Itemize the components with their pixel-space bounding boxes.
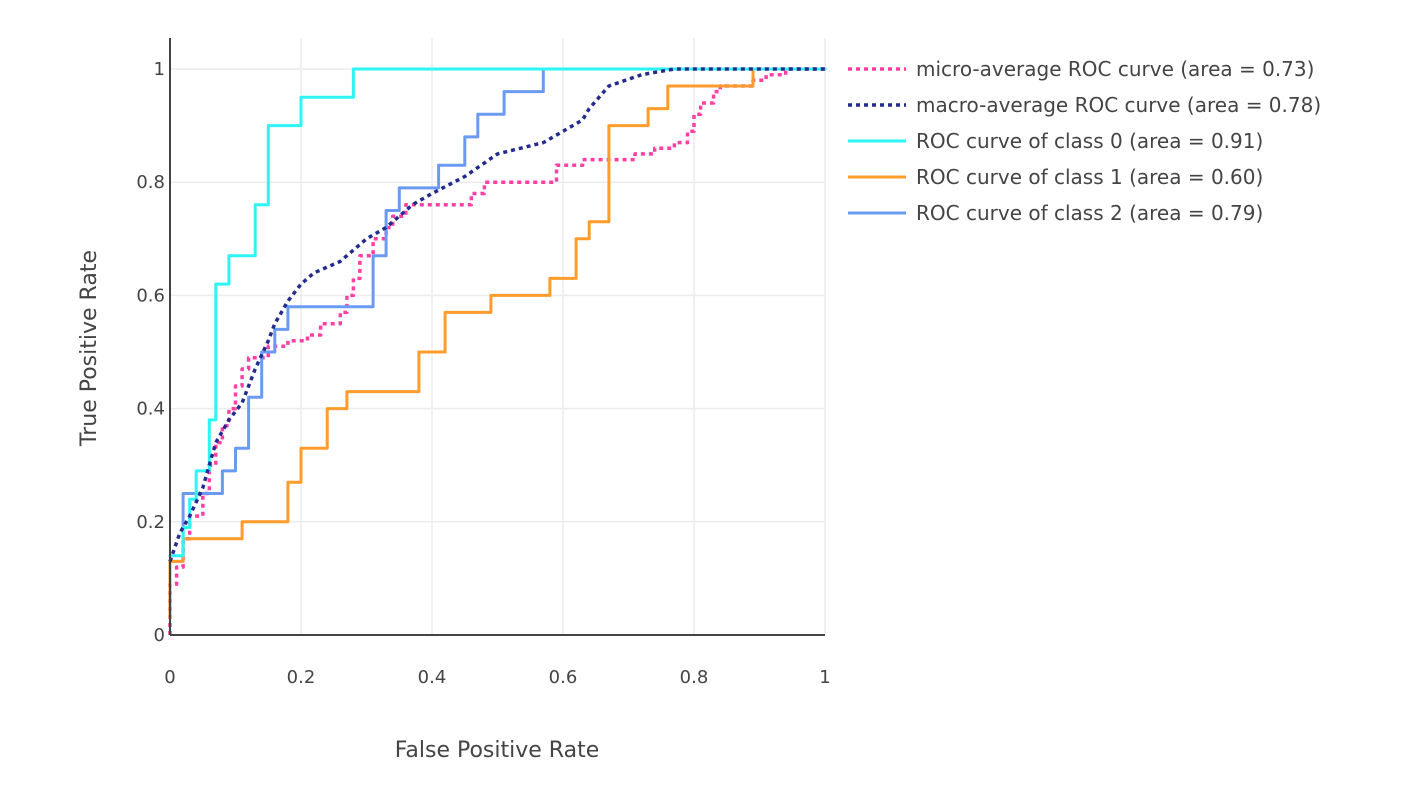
series-line-2: [168, 67, 827, 558]
legend-label-2: ROC curve of class 0 (area = 0.91): [916, 129, 1263, 153]
axes: [169, 38, 825, 636]
x-tick-label: 0: [164, 667, 175, 688]
series-line-3: [168, 67, 827, 620]
series-line-0: [168, 67, 825, 635]
legend-label-4: ROC curve of class 2 (area = 0.79): [916, 201, 1263, 225]
series-lines: [168, 67, 827, 635]
x-axis-title: False Positive Rate: [395, 738, 599, 763]
x-tick-label: 0.6: [549, 667, 578, 688]
y-axis-title: True Positive Rate: [77, 250, 102, 447]
x-tick-labels: 0 0.2 0.4 0.6 0.8 1: [164, 667, 830, 688]
y-tick-label: 0.4: [136, 399, 165, 420]
y-tick-label: 0: [154, 625, 165, 646]
x-tick-label: 0.4: [418, 667, 447, 688]
y-tick-label: 0.8: [136, 172, 165, 193]
legend-label-0: micro-average ROC curve (area = 0.73): [916, 57, 1314, 81]
legend-label-1: macro-average ROC curve (area = 0.78): [916, 93, 1321, 117]
legend-label-3: ROC curve of class 1 (area = 0.60): [916, 165, 1263, 189]
legend: micro-average ROC curve (area = 0.73) mac…: [848, 57, 1321, 225]
x-tick-label: 0.2: [287, 667, 316, 688]
y-tick-label: 0.2: [136, 512, 165, 533]
y-tick-labels: 0 0.2 0.4 0.6 0.8 1: [136, 59, 165, 646]
series-line-1: [168, 67, 825, 562]
y-tick-label: 0.6: [136, 285, 165, 306]
y-tick-label: 1: [154, 59, 165, 80]
series-line-4: [168, 67, 827, 592]
x-tick-label: 1: [819, 667, 830, 688]
x-tick-label: 0.8: [680, 667, 709, 688]
